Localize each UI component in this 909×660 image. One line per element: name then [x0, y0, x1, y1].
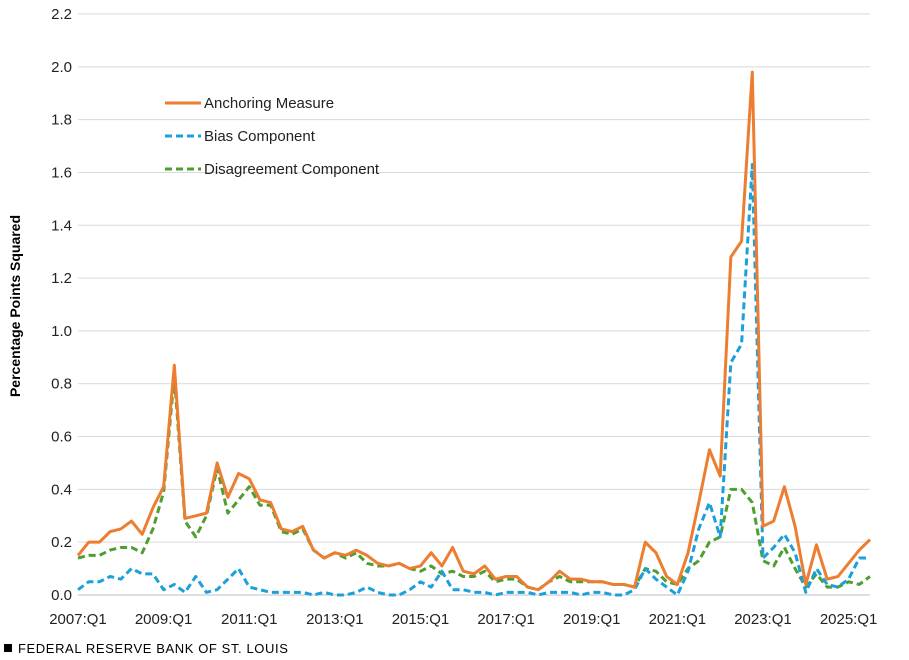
y-tick-label: 1.2 [51, 270, 72, 287]
series-line-anchoring-measure [76, 70, 872, 592]
x-tick-label: 2015:Q1 [392, 611, 450, 628]
square-icon [4, 644, 12, 652]
y-axis-title: Percentage Points Squared [7, 215, 23, 397]
y-axis-tick-labels: 0.0 0.2 0.4 0.6 0.8 1.0 1.2 1.4 1.6 1.8 2.0 2.2 [51, 6, 72, 604]
legend-label: Anchoring Measure [204, 95, 334, 112]
y-tick-label: 0.6 [51, 429, 72, 446]
x-tick-label: 2025:Q1 [820, 611, 878, 628]
y-tick-label: 1.4 [51, 217, 72, 234]
source-footer: FEDERAL RESERVE BANK OF ST. LOUIS [4, 641, 288, 656]
y-tick-label: 2.0 [51, 59, 72, 76]
legend-label: Disagreement Component [204, 161, 380, 178]
series-lines [76, 70, 872, 597]
x-axis-tick-labels: 2007:Q1 2009:Q1 2011:Q1 2013:Q1 2015:Q1 2017:… [49, 611, 877, 628]
y-tick-label: 1.0 [51, 323, 72, 340]
y-tick-label: 2.2 [51, 6, 72, 23]
legend: Anchoring Measure Bias Component Disagreem… [165, 95, 380, 178]
x-tick-label: 2009:Q1 [135, 611, 193, 628]
x-tick-label: 2019:Q1 [563, 611, 621, 628]
x-tick-label: 2013:Q1 [306, 611, 364, 628]
y-tick-label: 0.8 [51, 376, 72, 393]
y-tick-label: 0.2 [51, 534, 72, 551]
y-tick-label: 1.6 [51, 164, 72, 181]
legend-label: Bias Component [204, 128, 316, 145]
line-chart: 0.0 0.2 0.4 0.6 0.8 1.0 1.2 1.4 1.6 1.8 2.0 2.2 200… [7, 6, 877, 628]
y-tick-label: 0.4 [51, 481, 72, 498]
x-tick-label: 2017:Q1 [477, 611, 535, 628]
y-tick-label: 0.0 [51, 587, 72, 604]
y-tick-label: 1.8 [51, 112, 72, 129]
x-tick-label: 2023:Q1 [734, 611, 792, 628]
x-tick-label: 2021:Q1 [649, 611, 707, 628]
x-tick-label: 2011:Q1 [221, 611, 277, 628]
x-tick-label: 2007:Q1 [49, 611, 107, 628]
source-label: FEDERAL RESERVE BANK OF ST. LOUIS [18, 641, 289, 656]
series-line-bias-component [77, 163, 870, 597]
series-line-disagreement-component [77, 374, 871, 592]
